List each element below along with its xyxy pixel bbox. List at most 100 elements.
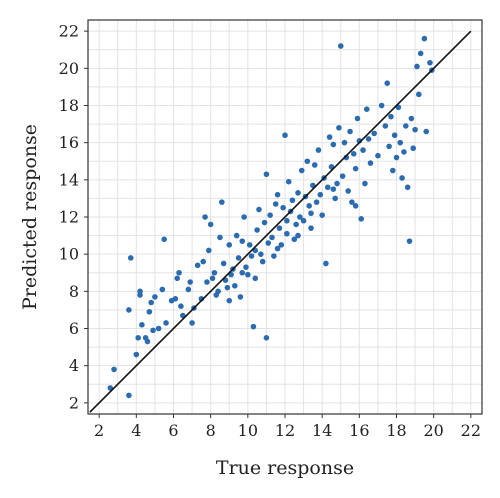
- data-point: [185, 286, 192, 293]
- data-point: [300, 217, 307, 224]
- x-tick-label: 12: [275, 421, 295, 440]
- y-tick-label: 8: [69, 282, 79, 301]
- data-point: [263, 335, 270, 341]
- data-point: [126, 392, 132, 399]
- data-point: [176, 269, 182, 276]
- x-tick-labels: 2 4 6 8 10 12 14 16 18 20 22: [94, 414, 481, 440]
- data-point: [152, 294, 158, 300]
- data-point: [382, 123, 389, 129]
- data-point: [155, 325, 162, 332]
- data-point: [241, 214, 247, 220]
- data-point: [259, 258, 266, 265]
- data-point: [187, 279, 194, 285]
- data-point: [282, 132, 288, 139]
- data-point: [139, 321, 145, 328]
- data-point: [243, 264, 249, 270]
- data-point: [324, 184, 331, 191]
- x-tick-label: 14: [312, 421, 332, 440]
- data-point: [217, 234, 223, 241]
- data-point: [254, 227, 260, 233]
- data-point: [295, 190, 301, 196]
- data-point: [250, 323, 257, 330]
- data-point: [278, 242, 285, 248]
- data-point: [350, 151, 357, 157]
- data-point: [304, 158, 311, 165]
- data-point: [401, 149, 407, 155]
- data-point: [207, 221, 214, 228]
- data-point: [297, 214, 303, 220]
- data-point: [317, 191, 324, 198]
- data-point: [274, 191, 281, 198]
- y-tick-label: 16: [59, 133, 79, 152]
- data-point: [215, 288, 221, 295]
- data-point: [306, 203, 312, 209]
- data-point: [269, 234, 275, 241]
- data-point: [258, 251, 264, 257]
- data-point: [354, 115, 361, 122]
- data-point: [178, 303, 184, 310]
- data-point: [417, 50, 424, 57]
- data-point: [404, 184, 411, 191]
- data-point: [200, 258, 207, 265]
- x-tick-label: 22: [461, 421, 481, 440]
- data-point: [323, 260, 329, 267]
- data-point: [397, 139, 404, 146]
- data-point: [239, 238, 246, 244]
- x-tick-label: 2: [94, 421, 104, 440]
- data-point: [274, 245, 281, 252]
- data-point: [358, 216, 364, 222]
- data-point: [280, 204, 286, 211]
- y-tick-label: 6: [69, 319, 79, 338]
- data-point: [334, 180, 340, 187]
- reference-line: [89, 30, 472, 413]
- data-point: [313, 199, 320, 205]
- data-point: [246, 242, 253, 248]
- data-point: [371, 130, 378, 137]
- data-point: [362, 180, 368, 187]
- data-point: [284, 217, 290, 224]
- data-point: [341, 139, 348, 146]
- data-point: [276, 225, 283, 231]
- x-axis-title: True response: [216, 457, 354, 479]
- data-point: [232, 282, 238, 289]
- data-point: [367, 160, 374, 166]
- x-tick-label: 6: [168, 421, 178, 440]
- y-axis-title: Predicted response: [19, 124, 41, 310]
- data-point: [137, 288, 143, 295]
- data-point: [265, 240, 272, 246]
- x-tick-label: 4: [131, 421, 141, 440]
- data-point: [174, 275, 181, 282]
- data-point: [345, 188, 351, 194]
- x-tick-label: 18: [386, 421, 406, 440]
- y-tick-label: 18: [59, 96, 79, 115]
- data-point: [150, 327, 156, 334]
- data-point: [386, 143, 392, 150]
- data-point: [332, 195, 338, 202]
- data-point: [135, 335, 141, 341]
- x-tick-label: 20: [423, 421, 443, 440]
- data-point: [224, 284, 231, 291]
- data-point: [349, 199, 355, 205]
- data-point: [391, 132, 398, 139]
- data-point: [308, 210, 314, 217]
- data-point: [239, 269, 246, 276]
- data-point: [209, 275, 216, 282]
- y-tick-label: 20: [59, 59, 79, 78]
- data-point: [271, 253, 277, 259]
- data-point: [272, 201, 279, 207]
- data-point: [337, 43, 344, 49]
- data-point: [163, 320, 169, 326]
- data-point: [126, 307, 132, 313]
- x-tick-label: 8: [206, 421, 216, 440]
- data-point: [352, 203, 359, 209]
- data-point: [219, 199, 225, 205]
- data-point: [384, 80, 391, 86]
- data-point: [263, 171, 270, 178]
- x-tick-label: 10: [238, 421, 258, 440]
- y-tick-label: 14: [59, 170, 79, 189]
- data-point: [261, 219, 268, 226]
- data-point: [339, 173, 346, 179]
- data-point: [360, 147, 366, 153]
- data-point: [399, 175, 405, 181]
